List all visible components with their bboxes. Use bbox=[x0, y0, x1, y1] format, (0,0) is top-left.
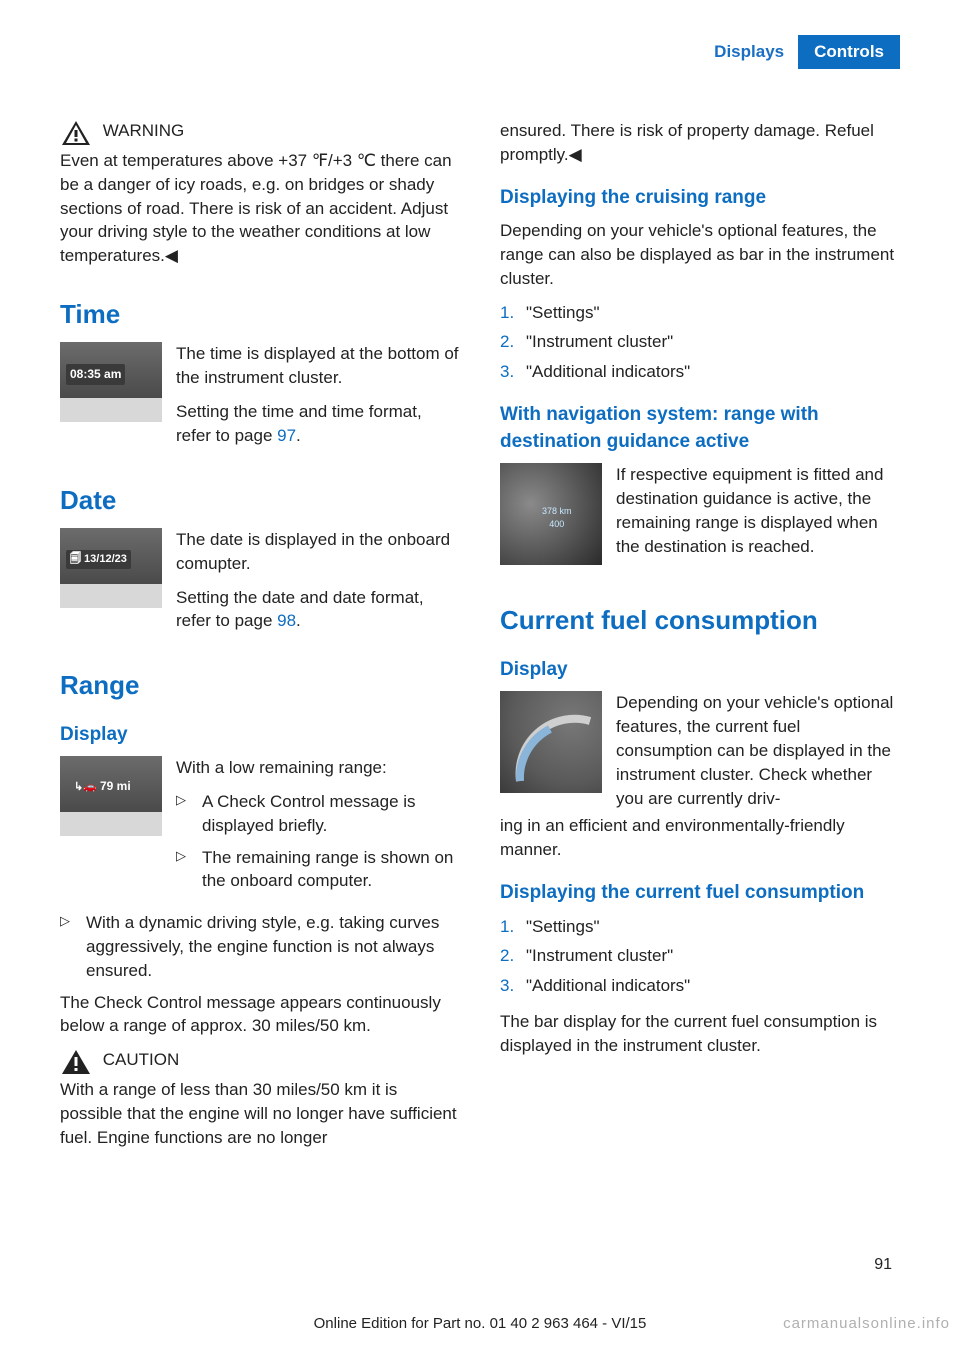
caution-icon bbox=[60, 1048, 92, 1076]
range-display-heading: Display bbox=[60, 722, 460, 749]
cruising-step-2: 2."Instrument cluster" bbox=[500, 330, 900, 354]
warning-body: Even at temperatures above +37 ℉/+3 ℃ th… bbox=[60, 149, 460, 268]
range-heading: Range bbox=[60, 667, 460, 703]
time-thumbnail: 08:35 am bbox=[60, 342, 162, 422]
date-p2: Setting the date and date format, refer … bbox=[176, 586, 460, 634]
page-number: 91 bbox=[874, 1256, 892, 1274]
fuel-step-3: 3."Additional indicators" bbox=[500, 974, 900, 998]
fuel-steps: 1."Settings" 2."Instrument cluster" 3."A… bbox=[500, 915, 900, 998]
warning-icon bbox=[60, 119, 92, 147]
warning-title: WARNING bbox=[103, 121, 185, 140]
date-p2-post: . bbox=[296, 611, 301, 630]
range-b2: The remaining range is shown on the onbo… bbox=[176, 846, 460, 894]
date-row: 🗐 13/12/23 The date is displayed in the … bbox=[60, 528, 460, 643]
date-page-link[interactable]: 98 bbox=[277, 611, 296, 630]
range-after: The Check Control message appears contin… bbox=[60, 991, 460, 1039]
header-bar: Displays Controls bbox=[60, 35, 900, 69]
time-text: The time is displayed at the bottom of t… bbox=[176, 342, 460, 457]
left-column: WARNING Even at temperatures above +37 ℉… bbox=[60, 119, 460, 1177]
fuel-steps-heading: Displaying the current fuel consumption bbox=[500, 880, 900, 907]
fuel-display-heading: Display bbox=[500, 657, 900, 684]
fuel-text: Depending on your vehicle's optional fea… bbox=[616, 691, 900, 810]
time-thumb-label: 08:35 am bbox=[66, 364, 125, 385]
cruising-step-3: 3."Additional indicators" bbox=[500, 360, 900, 384]
cruising-step-1: 1."Settings" bbox=[500, 301, 900, 325]
date-thumbnail: 🗐 13/12/23 bbox=[60, 528, 162, 608]
cruising-heading: Displaying the cruising range bbox=[500, 185, 900, 212]
time-row: 08:35 am The time is displayed at the bo… bbox=[60, 342, 460, 457]
range-text: With a low remaining range: A Check Cont… bbox=[176, 756, 460, 901]
caution-title: CAUTION bbox=[103, 1050, 180, 1069]
fuel-s1: "Settings" bbox=[526, 917, 600, 936]
cruising-s2: "Instrument cluster" bbox=[526, 332, 673, 351]
date-thumb-label: 🗐 13/12/23 bbox=[66, 550, 131, 569]
date-heading: Date bbox=[60, 482, 460, 518]
watermark: carmanualsonline.info bbox=[783, 1315, 950, 1332]
fuel-body-part: Depending on your vehicle's optional fea… bbox=[616, 693, 893, 807]
range-bullets-inner: A Check Control message is displayed bri… bbox=[176, 790, 460, 893]
cruising-s1: "Settings" bbox=[526, 303, 600, 322]
warning-block: WARNING Even at temperatures above +37 ℉… bbox=[60, 119, 460, 268]
fuel-step-1: 1."Settings" bbox=[500, 915, 900, 939]
header-chapter-label: Controls bbox=[798, 35, 900, 69]
nav-range-text: If respective equipment is fitted and de… bbox=[616, 463, 900, 568]
fuel-step-2: 2."Instrument cluster" bbox=[500, 944, 900, 968]
time-page-link[interactable]: 97 bbox=[277, 426, 296, 445]
time-p1: The time is displayed at the bottom of t… bbox=[176, 342, 460, 390]
nav-range-thumbnail bbox=[500, 463, 602, 565]
range-b3: With a dynamic driving style, e.g. takin… bbox=[60, 911, 460, 982]
time-p2-post: . bbox=[296, 426, 301, 445]
fuel-s3: "Additional indicators" bbox=[526, 976, 690, 995]
range-thumb-label: 79 mi bbox=[74, 778, 131, 795]
fuel-s2: "Instrument cluster" bbox=[526, 946, 673, 965]
nav-range-body: If respective equipment is fitted and de… bbox=[616, 463, 900, 558]
fuel-after: The bar display for the current fuel con… bbox=[500, 1010, 900, 1058]
caution-continuation: ensured. There is risk of property damag… bbox=[500, 119, 900, 167]
cruising-steps: 1."Settings" 2."Instrument cluster" 3."A… bbox=[500, 301, 900, 384]
right-column: ensured. There is risk of property damag… bbox=[500, 119, 900, 1177]
range-thumbnail: 79 mi bbox=[60, 756, 162, 836]
date-text: The date is displayed in the onboard com… bbox=[176, 528, 460, 643]
fuel-body-cont: ing in an efficient and environmentally-… bbox=[500, 814, 900, 862]
time-heading: Time bbox=[60, 296, 460, 332]
fuel-heading: Current fuel consumption bbox=[500, 602, 900, 638]
range-row: 79 mi With a low remaining range: A Chec… bbox=[60, 756, 460, 901]
content-columns: WARNING Even at temperatures above +37 ℉… bbox=[60, 119, 900, 1177]
nav-range-heading: With navigation system: range with desti… bbox=[500, 402, 900, 455]
nav-range-row: If respective equipment is fitted and de… bbox=[500, 463, 900, 568]
caution-block: CAUTION With a range of less than 30 mil… bbox=[60, 1048, 460, 1149]
caution-body: With a range of less than 30 miles/50 km… bbox=[60, 1078, 460, 1149]
date-p1: The date is displayed in the onboard com… bbox=[176, 528, 460, 576]
range-bullets-outer: With a dynamic driving style, e.g. takin… bbox=[60, 911, 460, 982]
range-b1: A Check Control message is displayed bri… bbox=[176, 790, 460, 838]
time-p2: Setting the time and time format, refer … bbox=[176, 400, 460, 448]
fuel-thumbnail bbox=[500, 691, 602, 793]
cruising-intro: Depending on your vehicle's optional fea… bbox=[500, 219, 900, 290]
range-intro: With a low remaining range: bbox=[176, 756, 460, 780]
fuel-row: Depending on your vehicle's optional fea… bbox=[500, 691, 900, 810]
header-section-label: Displays bbox=[700, 35, 798, 69]
cruising-s3: "Additional indicators" bbox=[526, 362, 690, 381]
